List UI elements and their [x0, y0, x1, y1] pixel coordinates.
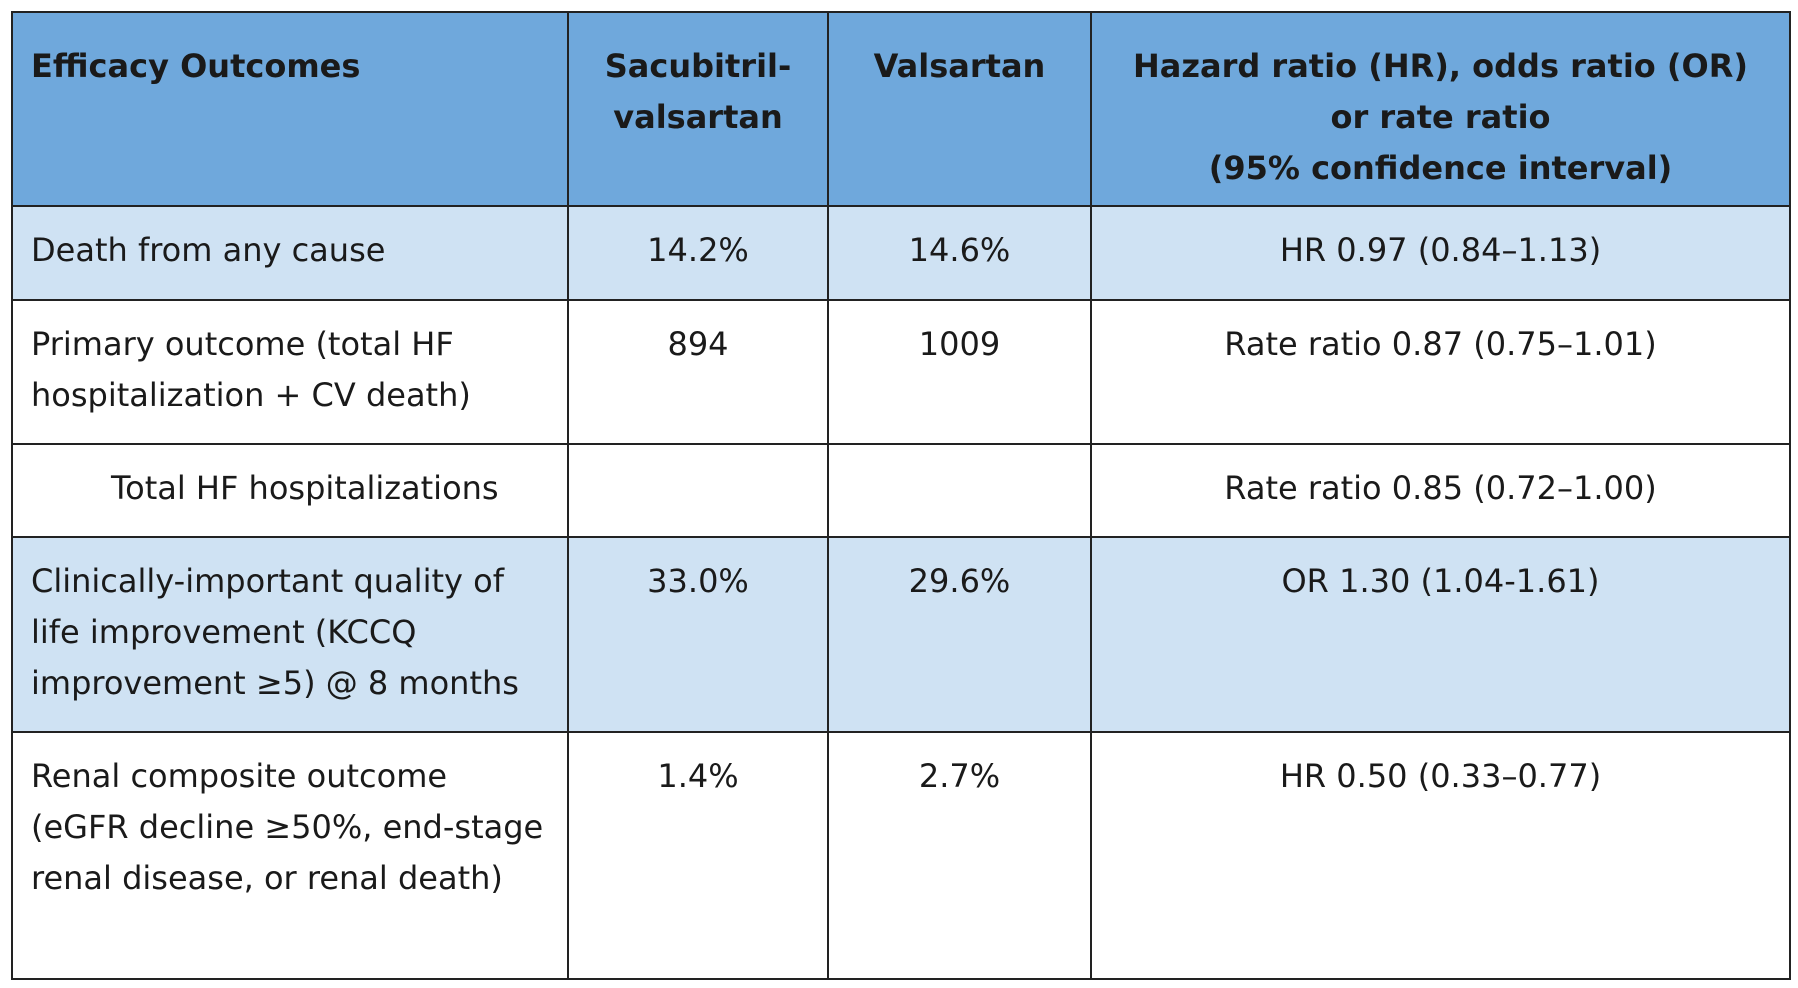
cell — [827, 443, 1092, 538]
cell: 1009 — [827, 299, 1092, 445]
cell: 29.6% — [827, 536, 1092, 733]
cell: HR 0.97 (0.84–1.13) — [1090, 205, 1791, 301]
cell: HR 0.50 (0.33–0.77) — [1090, 731, 1791, 980]
table-row: Death from any cause 14.2% 14.6% HR 0.97 (0… — [11, 205, 1791, 301]
cell: 14.6% — [827, 205, 1092, 301]
header-cell: Efficacy Outcomes — [11, 11, 569, 207]
header-text: (95% confidence interval) — [1208, 149, 1673, 187]
cell — [567, 443, 829, 538]
row-label: Clinically-important quality of life imp… — [11, 536, 569, 733]
header-text: Hazard ratio (HR), odds ratio (OR) or ra… — [1133, 47, 1748, 136]
table-row: Clinically-important quality of life imp… — [11, 536, 1791, 733]
header-cell: Sacubitril-valsartan — [567, 11, 829, 207]
header-row: Efficacy Outcomes Sacubitril-valsartan Val… — [11, 11, 1791, 207]
outcomes-table-container: Efficacy Outcomes Sacubitril-valsartan Val… — [11, 11, 1791, 980]
header-text: Valsartan — [873, 47, 1046, 85]
table-row: Total HF hospitalizations Rate ratio 0.85… — [11, 443, 1791, 538]
cell: Rate ratio 0.85 (0.72–1.00) — [1090, 443, 1791, 538]
row-label: Total HF hospitalizations — [11, 443, 569, 538]
table-row: Primary outcome (total HF hospitalizatio… — [11, 299, 1791, 445]
row-label: Primary outcome (total HF hospitalizatio… — [11, 299, 569, 445]
table-body: Death from any cause 14.2% 14.6% HR 0.97 (0… — [11, 205, 1791, 980]
cell: OR 1.30 (1.04-1.61) — [1090, 536, 1791, 733]
cell: 1.4% — [567, 731, 829, 980]
row-label: Renal composite outcome (eGFR decline ≥5… — [11, 731, 569, 980]
header-cell: Valsartan — [827, 11, 1092, 207]
cell: 33.0% — [567, 536, 829, 733]
row-label: Death from any cause — [11, 205, 569, 301]
header-text: Sacubitril-valsartan — [604, 47, 792, 136]
cell: 14.2% — [567, 205, 829, 301]
table-row: Renal composite outcome (eGFR decline ≥5… — [11, 731, 1791, 980]
cell: 2.7% — [827, 731, 1092, 980]
header-cell: Hazard ratio (HR), odds ratio (OR) or ra… — [1090, 11, 1791, 207]
outcomes-table: Efficacy Outcomes Sacubitril-valsartan Val… — [11, 11, 1791, 980]
cell: Rate ratio 0.87 (0.75–1.01) — [1090, 299, 1791, 445]
cell: 894 — [567, 299, 829, 445]
header-text: Efficacy Outcomes — [31, 47, 361, 85]
